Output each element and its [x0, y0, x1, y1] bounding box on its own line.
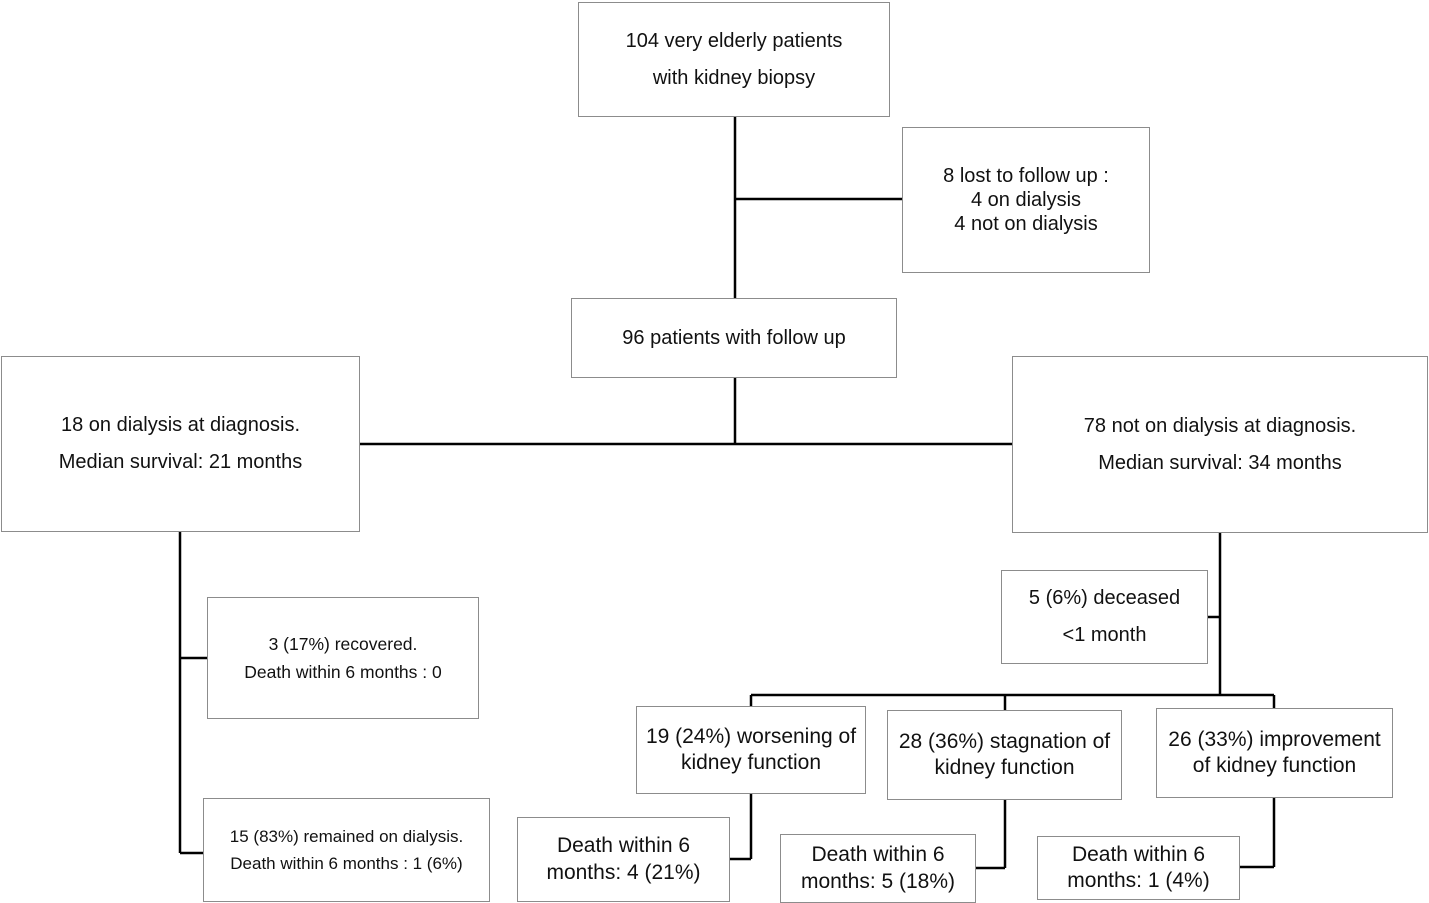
deceased-node-line-2: <1 month — [1062, 624, 1147, 646]
worsening-death-line-1: Death within 6 — [556, 834, 691, 858]
deceased-node-line-1: 5 (6%) deceased — [1028, 587, 1181, 609]
dialysis-node-line-2: Median survival: 21 months — [58, 451, 303, 473]
stagnation-node-line-1: 28 (36%) stagnation of — [898, 729, 1111, 753]
worsening-death-node: Death within 6 months: 4 (21%) — [517, 817, 730, 902]
remained-node-line-2: Death within 6 months : 1 (6%) — [230, 854, 463, 873]
follow-up-node: 96 patients with follow up — [571, 298, 897, 378]
improvement-death-line-1: Death within 6 — [1071, 842, 1206, 866]
stagnation-node: 28 (36%) stagnation of kidney function — [887, 710, 1122, 800]
follow-up-node-line-1: 96 patients with follow up — [622, 327, 846, 349]
remained-node-line-1: 15 (83%) remained on dialysis. — [229, 826, 464, 846]
lost-node-line-2: 4 on dialysis — [970, 189, 1082, 211]
root-node: 104 very elderly patients with kidney bi… — [578, 2, 890, 117]
remained-on-dialysis-node: 15 (83%) remained on dialysis. Death wit… — [203, 798, 490, 902]
lost-node-line-3: 4 not on dialysis — [954, 213, 1098, 235]
lost-to-follow-up-node: 8 lost to follow up : 4 on dialysis 4 no… — [902, 127, 1150, 273]
stagnation-death-line-2: months: 5 (18%) — [800, 869, 956, 893]
dialysis-node: 18 on dialysis at diagnosis. Median surv… — [1, 356, 360, 532]
improvement-node-line-1: 26 (33%) improvement — [1168, 727, 1381, 751]
improvement-death-line-2: months: 1 (4%) — [1067, 869, 1210, 892]
no-dialysis-node-line-2: Median survival: 34 months — [1098, 451, 1342, 474]
stagnation-death-line-1: Death within 6 — [811, 843, 945, 867]
no-dialysis-node-line-1: 78 not on dialysis at diagnosis. — [1083, 414, 1357, 437]
recovered-node: 3 (17%) recovered. Death within 6 months… — [207, 597, 479, 719]
improvement-death-node: Death within 6 months: 1 (4%) — [1037, 836, 1240, 900]
worsening-node-line-2: kidney function — [680, 751, 822, 774]
deceased-node: 5 (6%) deceased <1 month — [1001, 570, 1208, 664]
lost-node-line-1: 8 lost to follow up : — [943, 165, 1109, 187]
no-dialysis-node: 78 not on dialysis at diagnosis. Median … — [1012, 356, 1428, 533]
root-node-line-2: with kidney biopsy — [652, 66, 816, 89]
improvement-node-line-2: of kidney function — [1192, 754, 1357, 777]
dialysis-node-line-1: 18 on dialysis at diagnosis. — [60, 414, 301, 436]
worsening-node: 19 (24%) worsening of kidney function — [636, 706, 866, 794]
worsening-node-line-1: 19 (24%) worsening of — [645, 724, 857, 748]
recovered-node-line-1: 3 (17%) recovered. — [268, 634, 418, 654]
worsening-death-line-2: months: 4 (21%) — [546, 860, 701, 884]
root-node-line-1: 104 very elderly patients — [625, 29, 843, 52]
stagnation-death-node: Death within 6 months: 5 (18%) — [780, 834, 976, 903]
stagnation-node-line-2: kidney function — [934, 756, 1075, 779]
recovered-node-line-2: Death within 6 months : 0 — [244, 662, 442, 682]
improvement-node: 26 (33%) improvement of kidney function — [1156, 708, 1393, 798]
